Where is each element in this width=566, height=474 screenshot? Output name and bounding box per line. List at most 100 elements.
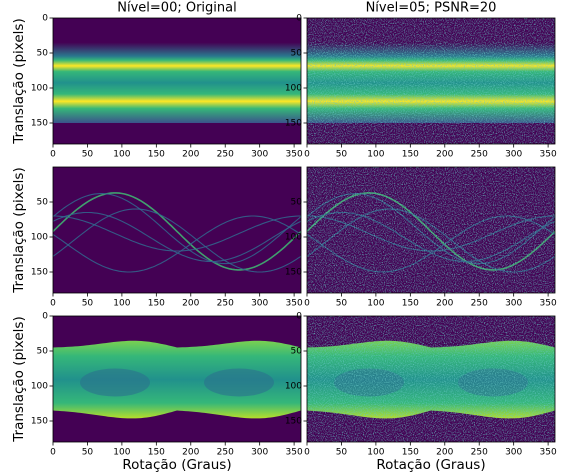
- noise: [307, 167, 555, 293]
- plot-title: Nível=00; Original: [117, 1, 236, 16]
- y-tick-label: 0: [296, 14, 302, 24]
- x-tick-label: 250: [217, 448, 234, 458]
- x-tick-label: 150: [402, 299, 419, 309]
- sinogram-curve: [53, 193, 301, 265]
- x-tick-label: 0: [50, 150, 56, 160]
- x-tick-label: 0: [50, 299, 56, 309]
- image-plot: 0 50 100 150 200 250 300 350050100150Nível=05; …: [285, 1, 557, 160]
- x-tick-label: 200: [182, 150, 199, 160]
- y-tick-label: 50: [37, 49, 49, 59]
- x-tick-label: 50: [82, 150, 94, 160]
- y-tick-label: 100: [31, 233, 48, 243]
- axes-frame: [52, 166, 302, 294]
- x-tick-label: 0: [304, 299, 310, 309]
- y-tick-label: 150: [31, 268, 48, 278]
- x-tick-label: 250: [217, 150, 234, 160]
- x-tick-label: 100: [113, 150, 130, 160]
- x-tick-label: 300: [505, 150, 522, 160]
- image: [53, 167, 301, 293]
- y-tick-label: 50: [37, 198, 49, 208]
- x-tick-label: 100: [113, 299, 130, 309]
- axes-frame: [52, 17, 302, 145]
- x-tick-label: 250: [471, 448, 488, 458]
- x-tick-label: 50: [336, 299, 348, 309]
- x-tick-label: 50: [82, 448, 94, 458]
- y-tick-label: 50: [291, 347, 303, 357]
- x-tick-label: 0: [304, 150, 310, 160]
- plot-title: Nível=05; PSNR=20: [366, 1, 497, 16]
- sinogram-band: [53, 42, 301, 123]
- y-tick-label: 0: [42, 312, 48, 322]
- x-tick-label: 200: [436, 299, 453, 309]
- y-tick-label: 0: [296, 312, 302, 322]
- y-axis-label: Translação (pixels): [11, 316, 27, 442]
- x-tick-label: 350: [540, 150, 557, 160]
- y-tick-label: 0: [42, 14, 48, 24]
- x-tick-label: 150: [148, 150, 165, 160]
- y-tick-label: 50: [291, 49, 303, 59]
- image-plot: 0 50 100 150 200 250 300 350 50 100 150 Translação …: [11, 166, 303, 309]
- x-tick-label: 100: [113, 448, 130, 458]
- y-tick-label: 100: [285, 233, 302, 243]
- noise: [307, 316, 555, 442]
- x-tick-label: 150: [148, 299, 165, 309]
- x-tick-label: 50: [336, 448, 348, 458]
- y-tick-label: 150: [285, 417, 302, 427]
- y-tick-label: 100: [285, 382, 302, 392]
- x-tick-label: 100: [367, 448, 384, 458]
- x-tick-label: 150: [402, 448, 419, 458]
- x-tick-label: 350: [286, 448, 303, 458]
- x-tick-label: 350: [286, 150, 303, 160]
- x-tick-label: 300: [251, 299, 268, 309]
- x-tick-label: 350: [286, 299, 303, 309]
- y-axis-label: Translação (pixels): [11, 18, 27, 144]
- x-tick-label: 200: [182, 448, 199, 458]
- x-axis-label: Rotação (Graus): [122, 457, 231, 473]
- x-tick-label: 200: [182, 299, 199, 309]
- x-tick-label: 250: [471, 150, 488, 160]
- y-tick-label: 150: [31, 417, 48, 427]
- x-tick-label: 350: [540, 448, 557, 458]
- image: [53, 316, 301, 442]
- x-tick-label: 300: [251, 448, 268, 458]
- y-tick-label: 150: [31, 119, 48, 129]
- image: [307, 167, 555, 293]
- x-tick-label: 250: [217, 299, 234, 309]
- image-background: [53, 167, 301, 293]
- x-tick-label: 100: [367, 299, 384, 309]
- sinogram-curve: [53, 192, 301, 271]
- x-tick-label: 200: [436, 448, 453, 458]
- x-tick-label: 150: [148, 448, 165, 458]
- image: [307, 18, 555, 144]
- y-tick-label: 100: [31, 382, 48, 392]
- x-tick-label: 300: [251, 150, 268, 160]
- y-tick-label: 50: [37, 347, 49, 357]
- x-tick-label: 50: [336, 150, 348, 160]
- x-tick-label: 0: [304, 448, 310, 458]
- x-tick-label: 250: [471, 299, 488, 309]
- y-tick-label: 150: [285, 119, 302, 129]
- x-tick-label: 50: [82, 299, 94, 309]
- y-axis-label: Translação (pixels): [11, 167, 27, 293]
- sinogram-curve: [53, 215, 301, 252]
- x-tick-label: 150: [402, 150, 419, 160]
- y-tick-label: 50: [291, 198, 303, 208]
- x-tick-label: 300: [505, 448, 522, 458]
- y-tick-label: 100: [285, 84, 302, 94]
- shadow: [204, 368, 274, 397]
- y-tick-label: 100: [31, 84, 48, 94]
- x-tick-label: 0: [50, 448, 56, 458]
- sinogram-area: [53, 340, 301, 419]
- x-tick-label: 100: [367, 150, 384, 160]
- image: [53, 18, 301, 144]
- shadow: [80, 368, 150, 397]
- image: [307, 316, 555, 442]
- sinogram-curve: [53, 211, 301, 263]
- x-tick-label: 200: [436, 150, 453, 160]
- y-tick-label: 150: [285, 268, 302, 278]
- sinogram-curve: [53, 215, 301, 273]
- x-tick-label: 300: [505, 299, 522, 309]
